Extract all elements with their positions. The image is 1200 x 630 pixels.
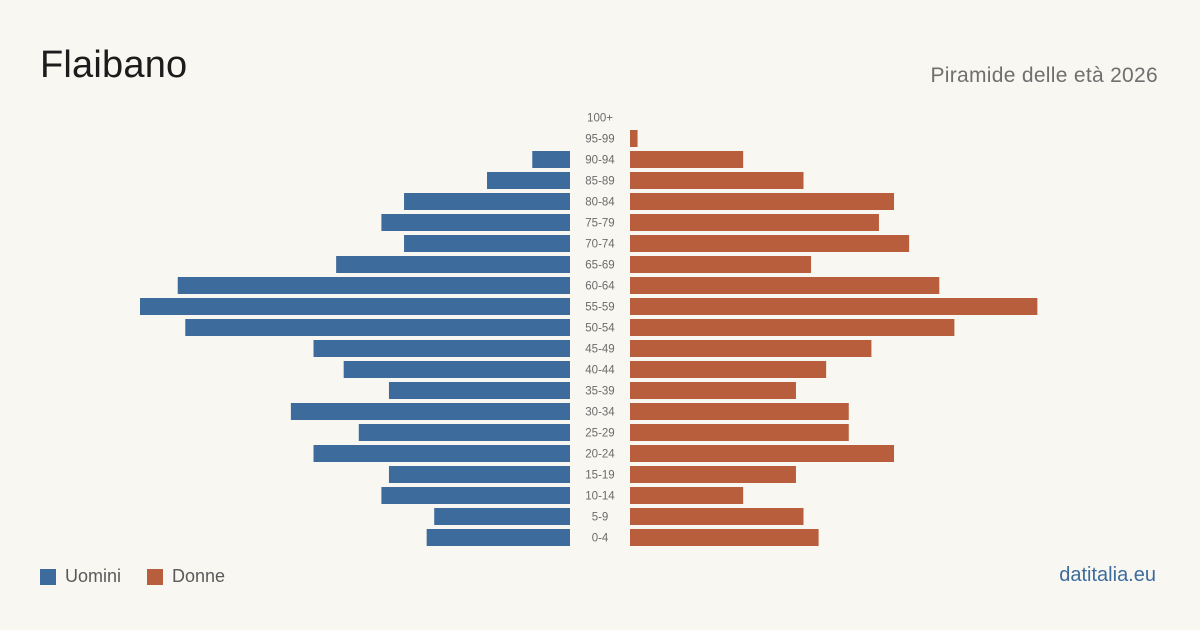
age-label-60-64: 60-64 xyxy=(585,281,615,293)
bar-women-60-64 xyxy=(630,277,940,294)
bar-women-75-79 xyxy=(630,214,879,231)
bar-men-10-14 xyxy=(381,487,570,504)
age-label-30-34: 30-34 xyxy=(585,407,615,419)
legend-swatch-men xyxy=(40,568,56,585)
legend: Uomini Donne xyxy=(40,566,251,587)
bar-women-80-84 xyxy=(630,193,895,210)
age-label-80-84: 80-84 xyxy=(585,197,615,209)
bar-women-0-4 xyxy=(630,529,819,546)
bar-men-20-24 xyxy=(313,445,570,462)
bar-women-45-49 xyxy=(630,340,872,357)
bar-women-40-44 xyxy=(630,361,827,378)
age-label-35-39: 35-39 xyxy=(585,386,614,398)
bar-women-90-94 xyxy=(630,151,744,168)
age-label-45-49: 45-49 xyxy=(585,344,614,356)
brand-link[interactable]: datitalia.eu xyxy=(1059,564,1156,586)
bar-women-55-59 xyxy=(630,298,1038,315)
bar-women-95-99 xyxy=(630,130,638,147)
chart-subtitle: Piramide delle età 2026 xyxy=(930,64,1158,87)
bar-women-5-9 xyxy=(630,508,804,525)
age-label-65-69: 65-69 xyxy=(585,260,614,272)
age-label-25-29: 25-29 xyxy=(585,428,614,440)
legend-label-women: Donne xyxy=(172,566,226,586)
age-label-70-74: 70-74 xyxy=(585,239,615,251)
bar-women-70-74 xyxy=(630,235,910,252)
age-label-10-14: 10-14 xyxy=(585,491,615,503)
age-label-15-19: 15-19 xyxy=(585,470,614,482)
bar-men-15-19 xyxy=(388,466,570,483)
bar-women-30-34 xyxy=(630,403,849,420)
bar-men-45-49 xyxy=(313,340,570,357)
bar-women-20-24 xyxy=(630,445,895,462)
bar-women-25-29 xyxy=(630,424,849,441)
bar-men-90-94 xyxy=(532,151,570,168)
chart-title: Flaibano xyxy=(40,44,188,86)
bar-men-0-4 xyxy=(426,529,570,546)
age-label-0-4: 0-4 xyxy=(592,533,609,545)
bar-men-25-29 xyxy=(358,424,570,441)
bar-men-30-34 xyxy=(290,403,570,420)
bar-men-85-89 xyxy=(487,172,570,189)
bar-men-50-54 xyxy=(185,319,570,336)
legend-label-men: Uomini xyxy=(65,566,122,586)
age-label-95-99: 95-99 xyxy=(585,134,614,146)
bar-men-40-44 xyxy=(343,361,570,378)
age-label-40-44: 40-44 xyxy=(585,365,615,377)
legend-item-women: Donne xyxy=(147,566,225,587)
bar-men-65-69 xyxy=(336,256,570,273)
bar-women-15-19 xyxy=(630,466,796,483)
bar-men-35-39 xyxy=(388,382,570,399)
bar-men-70-74 xyxy=(404,235,570,252)
bar-women-65-69 xyxy=(630,256,812,273)
age-label-5-9: 5-9 xyxy=(592,512,609,524)
age-label-85-89: 85-89 xyxy=(585,176,614,188)
age-label-90-94: 90-94 xyxy=(585,155,615,167)
bar-men-80-84 xyxy=(404,193,570,210)
bar-women-50-54 xyxy=(630,319,955,336)
age-label-55-59: 55-59 xyxy=(585,302,614,314)
legend-swatch-women xyxy=(147,568,164,585)
bar-men-60-64 xyxy=(177,277,570,294)
bar-women-35-39 xyxy=(630,382,796,399)
bar-women-85-89 xyxy=(630,172,804,189)
age-label-20-24: 20-24 xyxy=(585,449,615,461)
bar-men-75-79 xyxy=(381,214,570,231)
age-label-75-79: 75-79 xyxy=(585,218,614,230)
bar-men-55-59 xyxy=(140,298,570,315)
bar-women-10-14 xyxy=(630,487,744,504)
legend-item-men: Uomini xyxy=(40,566,121,587)
age-label-100plus: 100+ xyxy=(587,113,613,125)
bar-men-5-9 xyxy=(434,508,570,525)
age-label-50-54: 50-54 xyxy=(585,323,615,335)
